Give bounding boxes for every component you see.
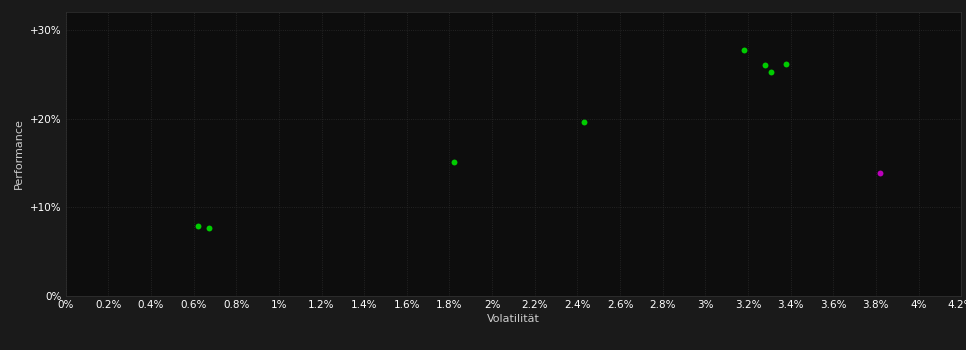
Point <box>576 119 591 125</box>
Point <box>201 226 216 231</box>
Point <box>872 171 888 176</box>
Point <box>764 69 780 75</box>
Point <box>757 62 773 67</box>
Point <box>446 159 462 165</box>
Y-axis label: Performance: Performance <box>14 119 24 189</box>
X-axis label: Volatilität: Volatilität <box>487 314 540 324</box>
Point <box>779 61 794 66</box>
Point <box>736 48 752 53</box>
Point <box>190 223 206 229</box>
